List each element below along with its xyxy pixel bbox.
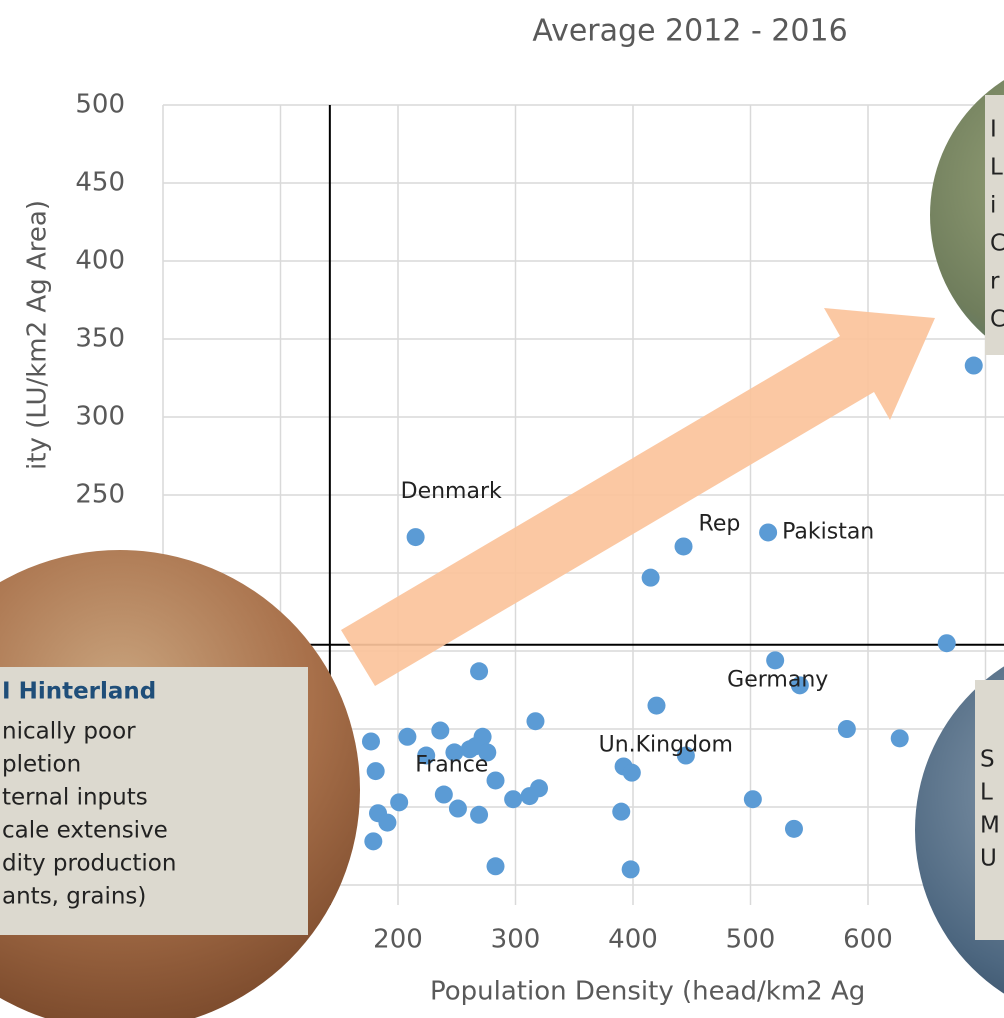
overlay-text: r — [990, 269, 1000, 295]
y-tick-label: 300 — [75, 402, 125, 432]
point — [448, 799, 467, 818]
point-label: Rep — [699, 511, 741, 536]
overlay-text: U — [980, 846, 997, 872]
point — [470, 805, 489, 824]
point — [784, 819, 803, 838]
text-box — [0, 667, 308, 935]
point — [417, 746, 436, 765]
overlay-text: L — [980, 780, 993, 806]
point — [366, 762, 385, 781]
x-axis-label: Population Density (head/km2 Ag — [430, 977, 865, 1007]
point — [674, 537, 693, 556]
x-tick-label: 500 — [726, 925, 776, 955]
x-tick-label: 400 — [608, 925, 658, 955]
point — [790, 676, 809, 695]
point — [390, 793, 409, 812]
text-box — [985, 95, 1004, 355]
point — [478, 743, 497, 762]
point — [445, 743, 464, 762]
overlay-text: ternal inputs — [2, 785, 148, 811]
point — [526, 712, 545, 731]
point — [434, 785, 453, 804]
point — [964, 356, 983, 375]
point-label: Pakistan — [782, 519, 874, 544]
x-tick-label: 200 — [373, 925, 423, 955]
overlay-text: ants, grains) — [2, 884, 146, 910]
text-box — [975, 680, 1004, 940]
overlay-text: S — [980, 747, 995, 773]
overlay-title: I Hinterland — [2, 679, 156, 705]
y-tick-label: 350 — [75, 324, 125, 354]
y-tick-label: 450 — [75, 168, 125, 198]
point — [766, 651, 785, 670]
point — [504, 790, 523, 809]
point — [937, 634, 956, 653]
point — [431, 721, 450, 740]
chart-title: Average 2012 - 2016 — [532, 14, 847, 49]
point — [361, 732, 380, 751]
point-label: Germany — [727, 667, 828, 692]
y-axis-label: ity (LU/km2 Ag Area) — [23, 200, 53, 470]
point — [837, 720, 856, 738]
overlay-text: pletion — [2, 752, 81, 778]
overlay-text: L — [990, 155, 1003, 181]
point — [398, 727, 417, 746]
overlay-text: M — [980, 813, 1000, 839]
point-label: Denmark — [401, 479, 502, 504]
point — [486, 857, 505, 876]
x-tick-label: 600 — [843, 925, 893, 955]
point — [406, 528, 425, 547]
y-tick-label: 250 — [75, 480, 125, 510]
y-tick-label: 500 — [75, 90, 125, 120]
overlay-text: C — [990, 231, 1004, 257]
point — [759, 523, 778, 542]
point — [378, 813, 397, 832]
overlay-text: cale extensive — [2, 818, 168, 844]
point — [530, 779, 548, 798]
arrow — [341, 308, 935, 686]
point — [890, 729, 909, 748]
point — [621, 860, 640, 879]
overlay-text: C — [990, 307, 1004, 333]
overlay-text: dity production — [2, 851, 176, 877]
point — [470, 662, 489, 681]
point-label: Un.Kingdom — [599, 732, 733, 757]
point — [676, 746, 695, 765]
point — [641, 568, 660, 587]
point — [743, 790, 762, 809]
point-label: France — [415, 753, 488, 778]
point — [486, 771, 505, 790]
point — [647, 696, 666, 715]
overlay-text: i — [990, 193, 996, 219]
overlay-text: I — [990, 117, 997, 143]
point — [622, 763, 641, 782]
point — [364, 832, 383, 851]
y-tick-label: 400 — [75, 246, 125, 276]
overlay-text: nically poor — [2, 719, 136, 745]
x-tick-label: 300 — [491, 925, 541, 955]
point — [612, 802, 631, 821]
